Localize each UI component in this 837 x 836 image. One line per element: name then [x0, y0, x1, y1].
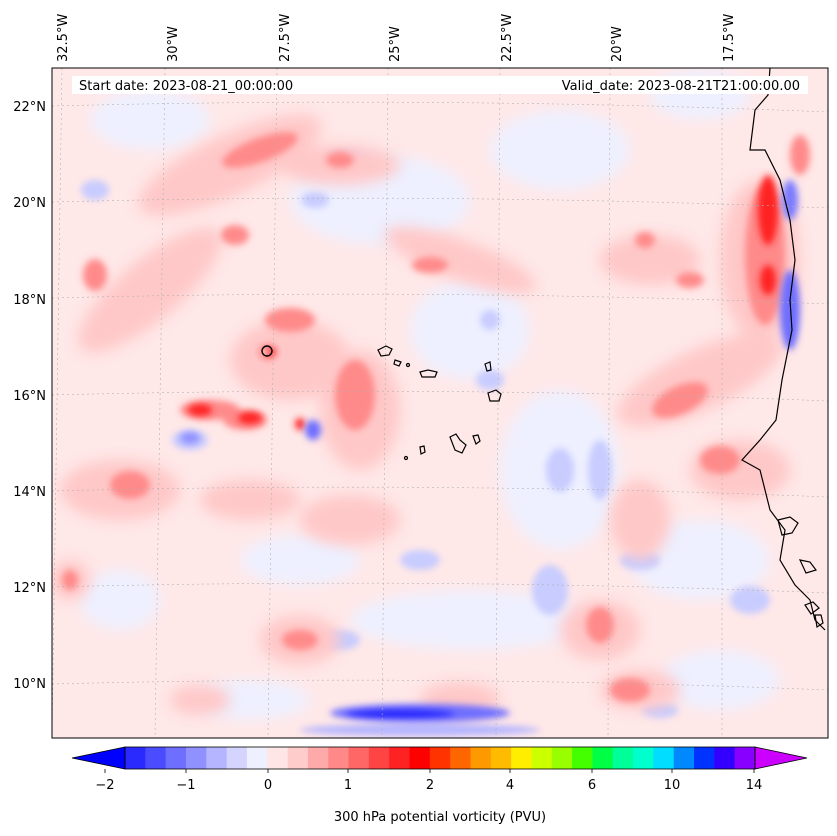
- island-outlines: [377, 345, 502, 461]
- lon-label-25w: 25°W: [388, 26, 403, 62]
- colorbar-swatch: [531, 747, 553, 769]
- cbar-tick-label: 10: [664, 778, 681, 793]
- colorbar-swatch: [694, 747, 715, 769]
- lon-label-22-5w: 22.5°W: [500, 14, 515, 62]
- colorbar-ticks: [104, 769, 755, 773]
- pv-contour: [261, 345, 273, 357]
- colorbar-swatch: [409, 747, 431, 769]
- colorbar-swatch: [368, 747, 390, 769]
- cbar-tick-label: −2: [95, 778, 114, 793]
- colorbar-swatch: [633, 747, 654, 769]
- lon-label-20w: 20°W: [610, 26, 625, 62]
- lon-label-27-5w: 27.5°W: [278, 14, 293, 62]
- start-date-label: Start date: 2023-08-21_00:00:00: [79, 79, 293, 94]
- colorbar-min-extend: [71, 746, 126, 770]
- colorbar-swatch: [206, 747, 228, 769]
- cbar-tick-label: −1: [176, 778, 195, 793]
- colorbar-swatch: [450, 747, 471, 769]
- colorbar-label: 300 hPa potential vorticity (PVU): [334, 810, 546, 825]
- colorbar-swatch: [511, 747, 532, 769]
- colorbar-tick-labels: −2 −1 0 1 2 4 6 10 14: [95, 778, 762, 793]
- lat-label-14n: 14°N: [13, 485, 46, 500]
- colorbar-swatch: [572, 747, 593, 769]
- colorbar-swatch: [287, 747, 309, 769]
- colorbar-swatch: [714, 747, 736, 769]
- colorbar-swatch: [145, 747, 167, 769]
- cbar-tick-label: 14: [746, 778, 763, 793]
- colorbar-swatches: [125, 747, 756, 769]
- colorbar-swatch: [246, 747, 268, 769]
- lat-label-22n: 22°N: [13, 100, 46, 115]
- lat-label-18n: 18°N: [13, 293, 46, 308]
- cbar-tick-label: 0: [264, 778, 272, 793]
- cbar-tick-label: 4: [506, 778, 514, 793]
- map-frame: [51, 67, 829, 739]
- colorbar-swatch: [328, 747, 350, 769]
- colorbar-swatch: [267, 747, 289, 769]
- cbar-tick-label: 6: [588, 778, 596, 793]
- colorbar-swatch: [592, 747, 614, 769]
- colorbar-swatch: [734, 747, 756, 769]
- lon-label-30w: 30°W: [166, 26, 181, 62]
- colorbar-max-extend: [754, 746, 808, 770]
- colorbar-swatch: [165, 747, 187, 769]
- cbar-tick-label: 2: [426, 778, 434, 793]
- colorbar-swatch: [348, 747, 370, 769]
- pv-high-positive-cores: [188, 175, 778, 430]
- pv-negative-bands: [180, 180, 800, 736]
- colorbar-swatch: [185, 747, 207, 769]
- cbar-tick-label: 1: [344, 778, 352, 793]
- lon-label-32-5w: 32.5°W: [56, 14, 71, 62]
- latitude-labels: 22°N 20°N 18°N 16°N 14°N 12°N 10°N: [13, 100, 46, 692]
- colorbar-swatch: [389, 747, 411, 769]
- valid-date-label: Valid_date: 2023-08-21T21:00:00.00: [562, 79, 800, 94]
- colorbar-frame: [124, 746, 756, 770]
- header-box: [72, 76, 808, 94]
- colorbar-swatch: [653, 747, 675, 769]
- lat-label-16n: 16°N: [13, 389, 46, 404]
- colorbar-swatch: [612, 747, 634, 769]
- longitude-labels: 32.5°W 30°W 27.5°W 25°W 22.5°W 20°W 17.5…: [56, 14, 737, 62]
- lon-label-17-5w: 17.5°W: [722, 14, 737, 62]
- colorbar-swatch: [470, 747, 492, 769]
- map-panel[interactable]: Start date: 2023-08-21_00:00:00 Valid_da…: [50, 68, 828, 738]
- african-coastline: [741, 68, 826, 631]
- colorbar-swatch: [551, 747, 573, 769]
- lat-label-12n: 12°N: [13, 581, 46, 596]
- colorbar-swatch: [429, 747, 451, 769]
- colorbar-swatch: [673, 747, 695, 769]
- colorbar-swatch: [226, 747, 248, 769]
- colorbar-swatch: [307, 747, 329, 769]
- lat-label-20n: 20°N: [13, 196, 46, 211]
- colorbar: −2 −1 0 1 2 4 6 10 14 300 hPa potential …: [71, 746, 808, 825]
- graticule: [52, 68, 828, 738]
- colorbar-swatch: [490, 747, 512, 769]
- colorbar-swatch: [125, 747, 146, 769]
- lat-label-10n: 10°N: [13, 677, 46, 692]
